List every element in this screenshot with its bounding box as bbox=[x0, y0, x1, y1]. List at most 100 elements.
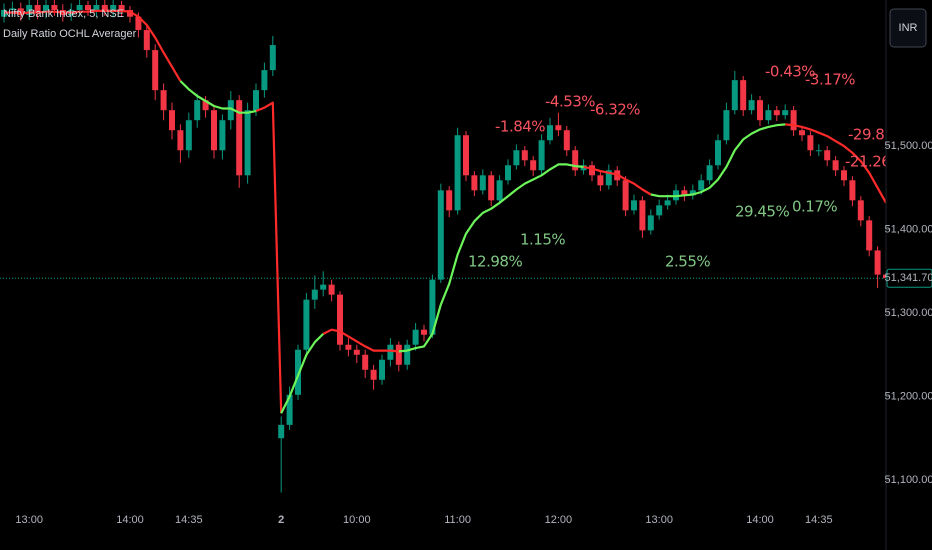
candle-body bbox=[185, 120, 192, 151]
candle-body bbox=[765, 110, 772, 121]
candle-body bbox=[51, 5, 58, 11]
candle-body bbox=[832, 160, 839, 171]
candle-body bbox=[43, 5, 49, 13]
percent-annotation: 12.98% bbox=[468, 253, 522, 271]
candle-body bbox=[9, 8, 16, 11]
candle-body bbox=[639, 200, 646, 231]
candle-body bbox=[479, 175, 486, 191]
candle-body bbox=[253, 90, 259, 111]
candle-body bbox=[597, 175, 604, 186]
candle-body bbox=[143, 30, 150, 51]
percent-annotation: 1.15% bbox=[520, 231, 565, 249]
candle-body bbox=[194, 100, 201, 121]
candle-body bbox=[446, 190, 453, 211]
candle-body bbox=[278, 424, 285, 439]
candle-body bbox=[303, 299, 310, 350]
x-tick-label: 14:00 bbox=[116, 514, 144, 526]
percent-annotation: -4.53% bbox=[545, 93, 595, 111]
candle-body bbox=[26, 5, 33, 16]
candle-body bbox=[555, 125, 562, 131]
candle-body bbox=[715, 140, 721, 166]
candle-body bbox=[328, 284, 335, 295]
candle-body bbox=[589, 165, 595, 176]
candle-body bbox=[841, 170, 847, 181]
candle-body bbox=[295, 349, 301, 395]
candle-body bbox=[757, 100, 763, 121]
candle-body bbox=[152, 50, 159, 91]
averager-line bbox=[179, 80, 786, 414]
candle-body bbox=[799, 130, 805, 136]
candle-body bbox=[622, 180, 629, 211]
candle-body bbox=[337, 294, 343, 345]
candle-body bbox=[454, 135, 461, 211]
x-tick-label: 14:35 bbox=[175, 514, 203, 526]
candle-body bbox=[110, 5, 117, 11]
candle-body bbox=[572, 150, 579, 171]
candle-body bbox=[370, 369, 377, 380]
candle-body bbox=[656, 205, 663, 216]
percent-annotation: 29.45% bbox=[735, 203, 789, 221]
x-tick-label: 13:00 bbox=[15, 514, 43, 526]
candle-body bbox=[101, 5, 108, 11]
candle-body bbox=[521, 150, 528, 161]
candle-body bbox=[748, 100, 755, 111]
y-tick-label: 51,100.00 bbox=[885, 474, 932, 486]
candle-body bbox=[34, 5, 41, 13]
y-tick-label: 51,200.00 bbox=[885, 390, 932, 402]
percent-annotation: -1.84% bbox=[495, 118, 545, 136]
candle-body bbox=[883, 274, 886, 279]
candle-body bbox=[647, 215, 654, 231]
candle-body bbox=[353, 349, 360, 355]
x-tick-label: 11:00 bbox=[444, 514, 471, 526]
candle-body bbox=[269, 45, 276, 71]
candle-body bbox=[463, 135, 469, 176]
averager-line bbox=[4, 9, 886, 414]
x-tick-label: 10:00 bbox=[343, 514, 371, 526]
candle-body bbox=[740, 80, 747, 111]
candle-body bbox=[85, 5, 91, 11]
candle-body bbox=[429, 279, 436, 335]
percent-annotation: 0.17% bbox=[792, 198, 837, 216]
candle-body bbox=[874, 250, 881, 275]
candle-body bbox=[387, 344, 394, 360]
x-tick-label: 2 bbox=[278, 514, 284, 526]
candle-body bbox=[496, 180, 503, 201]
candle-body bbox=[513, 150, 520, 166]
currency-button[interactable] bbox=[889, 8, 927, 48]
candle-body bbox=[362, 354, 369, 370]
percent-annotation: -6.32% bbox=[590, 101, 640, 119]
candle-body bbox=[320, 284, 327, 290]
x-tick-label: 14:35 bbox=[805, 514, 833, 526]
candle-body bbox=[698, 180, 705, 191]
percent-annotation: -29.83% bbox=[848, 126, 907, 144]
candle-body bbox=[135, 16, 142, 31]
candle-body bbox=[437, 190, 444, 280]
currency-label[interactable]: INR bbox=[899, 22, 918, 34]
candle-body bbox=[261, 70, 268, 91]
chart-title: Nifty Bank Index, 5, NSE bbox=[3, 8, 124, 20]
candle-body bbox=[689, 190, 696, 196]
candle-body bbox=[345, 344, 352, 350]
indicator-name: Daily Ratio OCHL Averager bbox=[3, 28, 137, 40]
percent-annotation: -21.26% bbox=[845, 153, 904, 171]
candle-body bbox=[177, 130, 184, 151]
candle-body bbox=[127, 10, 133, 17]
candle-body bbox=[395, 344, 402, 365]
candle-body bbox=[605, 170, 612, 186]
candle-body bbox=[631, 200, 637, 211]
candle-body bbox=[211, 110, 217, 151]
candle-body bbox=[160, 90, 167, 111]
price-label-box bbox=[886, 268, 932, 288]
candle-body bbox=[681, 190, 688, 196]
candle-body bbox=[244, 110, 251, 176]
candle-body bbox=[421, 329, 427, 335]
candle-body bbox=[530, 160, 537, 171]
candle-body bbox=[227, 100, 234, 121]
candle-body bbox=[824, 150, 831, 161]
candle-body bbox=[538, 140, 545, 171]
candle-body bbox=[706, 165, 713, 181]
candle-body bbox=[488, 175, 495, 201]
candle-body bbox=[118, 5, 125, 11]
